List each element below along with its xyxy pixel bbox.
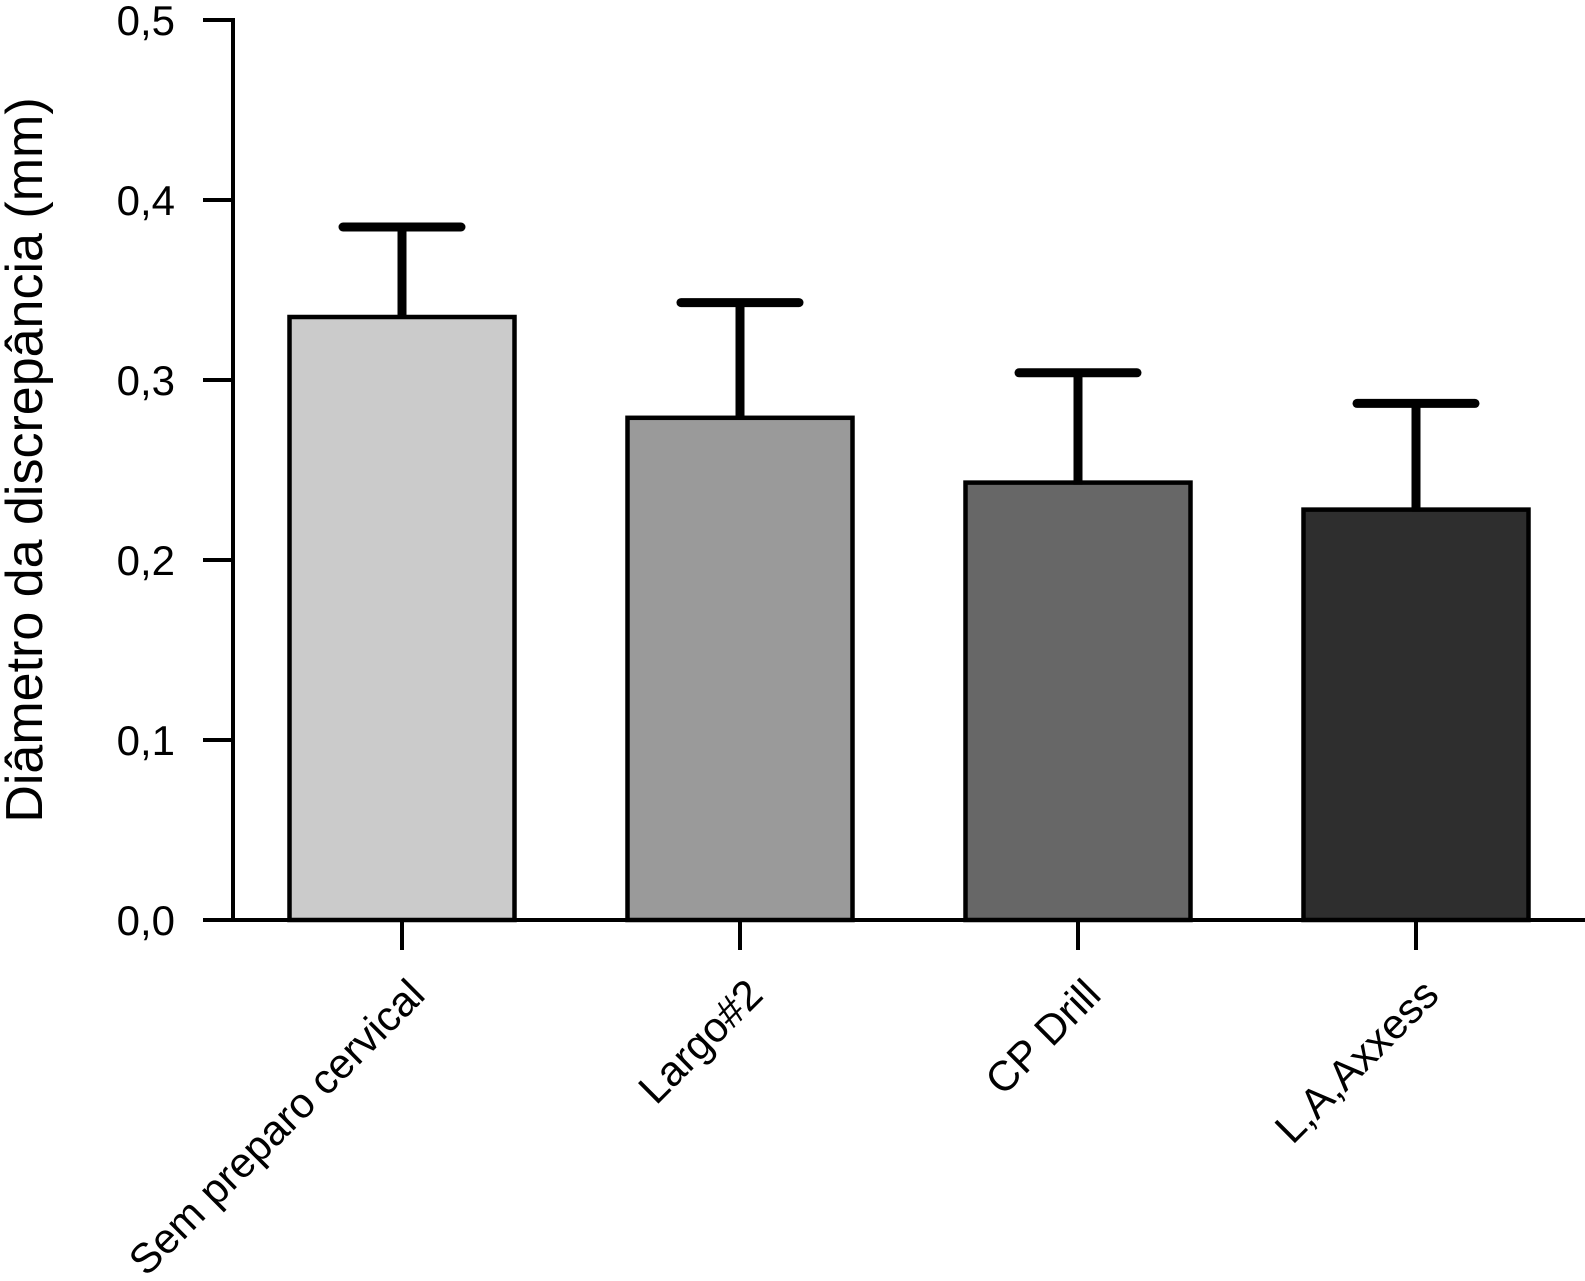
y-tick-label: 0,0	[117, 897, 175, 944]
bar	[287, 314, 517, 923]
y-tick-label: 0,4	[117, 177, 175, 224]
y-tick-label: 0,5	[117, 0, 175, 44]
y-axis-title: Diâmetro da discrepância (mm)	[0, 97, 54, 822]
plot-area: 0,0 0,1 0,2 0,3 0,4 0,5 Sem preparo cervical La…	[117, 0, 1585, 1281]
x-tick-label: Sem preparo cervical	[120, 970, 434, 1281]
bar	[625, 415, 855, 923]
y-tick-label: 0,2	[117, 537, 175, 584]
x-tick-label: CP Drill	[976, 970, 1109, 1103]
bar	[1301, 507, 1531, 923]
bar	[963, 480, 1193, 923]
y-tick-label: 0,1	[117, 717, 175, 764]
x-tick-label: Largo#2	[629, 970, 771, 1112]
x-tick-label: L,A,Axxess	[1266, 970, 1448, 1152]
y-tick-label: 0,3	[117, 357, 175, 404]
